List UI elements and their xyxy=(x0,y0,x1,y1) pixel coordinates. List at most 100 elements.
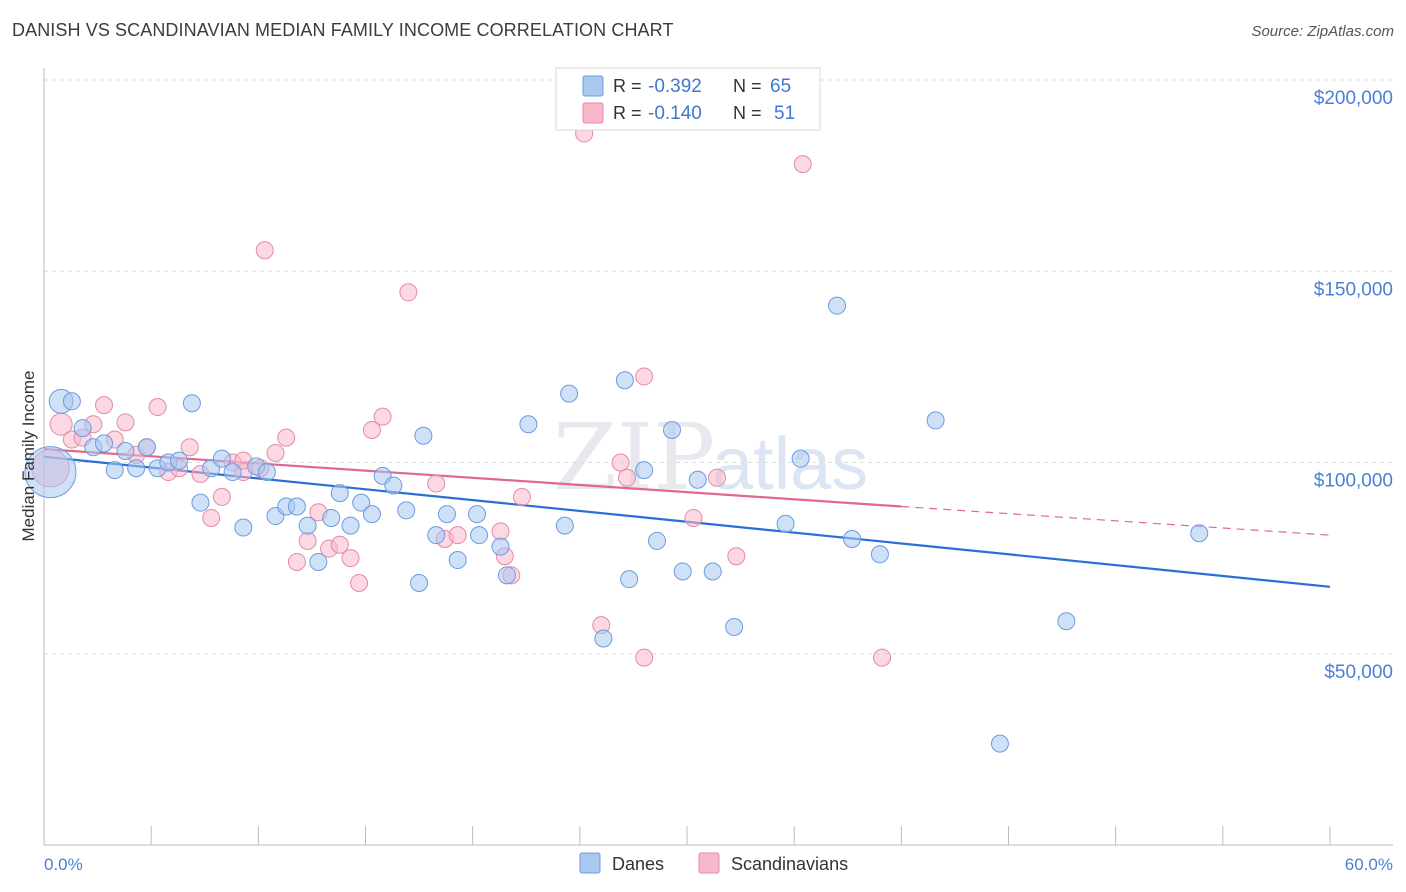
scandinavians-point xyxy=(635,367,654,386)
danes-point xyxy=(322,508,341,527)
bottom-legend-label-scandinavians: Scandinavians xyxy=(731,854,848,874)
danes-point xyxy=(414,426,433,445)
scandinavians-point xyxy=(793,155,812,174)
danes-point xyxy=(170,451,189,470)
danes-point xyxy=(791,449,810,468)
scandinavians-point xyxy=(727,547,746,566)
legend-r-value-scandinavians: -0.140 xyxy=(648,103,702,124)
scandinavians-point xyxy=(287,552,306,571)
scandinavians-point xyxy=(95,396,114,415)
danes-point xyxy=(427,526,446,545)
danes-point xyxy=(555,516,574,535)
danes-point xyxy=(73,419,92,438)
danes-point xyxy=(828,296,847,315)
danes-point xyxy=(703,562,722,581)
legend-swatch-danes xyxy=(582,75,604,97)
scandinavians-point xyxy=(277,428,296,447)
danes-point xyxy=(127,459,146,478)
scandinavians-point xyxy=(341,549,360,568)
danes-point xyxy=(212,449,231,468)
danes-point xyxy=(467,505,486,524)
danes-point xyxy=(309,552,328,571)
scandinavians-point xyxy=(448,526,467,545)
chart-title: DANISH VS SCANDINAVIAN MEDIAN FAMILY INC… xyxy=(12,20,674,40)
x-tick-label-max: 60.0% xyxy=(1345,855,1393,874)
danes-point xyxy=(352,493,371,512)
scandinavians-point xyxy=(148,398,167,417)
danes-point xyxy=(298,516,317,535)
y-tick-label: $200,000 xyxy=(1314,88,1393,109)
danes-point xyxy=(635,461,654,480)
scandinavians-point xyxy=(298,531,317,550)
legend-n-label-danes: N = xyxy=(733,76,762,96)
bottom-legend-label-danes: Danes xyxy=(612,854,664,874)
danes-point xyxy=(95,434,114,453)
danes-point xyxy=(182,394,201,413)
legend-r-label-danes: R = xyxy=(613,76,642,96)
danes-point xyxy=(776,514,795,533)
danes-point xyxy=(1057,612,1076,631)
scandinavians-points xyxy=(31,124,892,667)
y-tick-label: $100,000 xyxy=(1314,471,1393,492)
danes-point xyxy=(470,526,489,545)
scandinavians-point xyxy=(708,468,727,487)
danes-point xyxy=(560,384,579,403)
danes-point xyxy=(1190,524,1209,543)
danes-point xyxy=(116,442,135,461)
y-tick-label: $50,000 xyxy=(1324,662,1393,683)
watermark-atlas: atlas xyxy=(712,422,868,505)
scandinavians-point xyxy=(350,573,369,592)
danes-point xyxy=(330,484,349,503)
danes-point xyxy=(725,617,744,636)
scandinavians-point xyxy=(116,413,135,432)
danes-point xyxy=(497,566,516,585)
danes-point xyxy=(191,493,210,512)
danes-point xyxy=(234,518,253,537)
scandinavians-point xyxy=(362,420,381,439)
danes-point xyxy=(594,629,613,648)
danes-point xyxy=(843,530,862,548)
y-tick-labels: $50,000 $100,000 $150,000 $200,000 xyxy=(1314,88,1393,683)
y-tick-label: $150,000 xyxy=(1314,279,1393,300)
danes-point xyxy=(341,516,360,535)
danes-point xyxy=(24,446,77,499)
danes-points xyxy=(24,296,1209,753)
scandinavians-point xyxy=(399,283,418,302)
danes-point xyxy=(257,463,276,482)
scandinavians-point xyxy=(512,487,531,506)
scandinavians-point xyxy=(202,508,221,527)
danes-point xyxy=(647,531,666,550)
legend-n-value-scandinavians: 51 xyxy=(774,103,795,124)
danes-point xyxy=(397,501,416,520)
danes-point xyxy=(688,470,707,489)
x-ticks xyxy=(43,826,1331,845)
danes-point xyxy=(519,415,538,434)
danes-point xyxy=(926,411,945,430)
scandinavians-point xyxy=(266,443,285,462)
scandinavians-point xyxy=(635,648,654,667)
danes-point xyxy=(673,562,692,581)
danes-point xyxy=(615,371,634,390)
danes-point xyxy=(662,420,681,439)
scandinavians-point xyxy=(491,522,510,541)
legend-r-label-scandinavians: R = xyxy=(613,103,642,123)
series-legend: Danes Scandinavians xyxy=(579,852,848,874)
scandinavians-point xyxy=(684,508,703,527)
danes-point xyxy=(448,551,467,570)
bottom-legend-swatch-scandinavians xyxy=(698,852,720,874)
legend-swatch-scandinavians xyxy=(582,102,604,124)
scandinavians-point xyxy=(611,453,630,472)
scandinavians-point xyxy=(255,241,274,260)
bottom-legend-swatch-danes xyxy=(579,852,601,874)
danes-point xyxy=(105,461,124,480)
scandinavians-point xyxy=(180,438,199,457)
danes-point xyxy=(384,476,403,495)
danes-point xyxy=(410,573,429,592)
scandinavians-point xyxy=(617,468,636,487)
source-credit: Source: ZipAtlas.com xyxy=(1251,23,1394,40)
y-axis-label: Median Family Income xyxy=(19,370,38,541)
scandinavians-point xyxy=(427,474,446,493)
danes-point xyxy=(287,497,306,516)
danes-point xyxy=(620,570,639,589)
